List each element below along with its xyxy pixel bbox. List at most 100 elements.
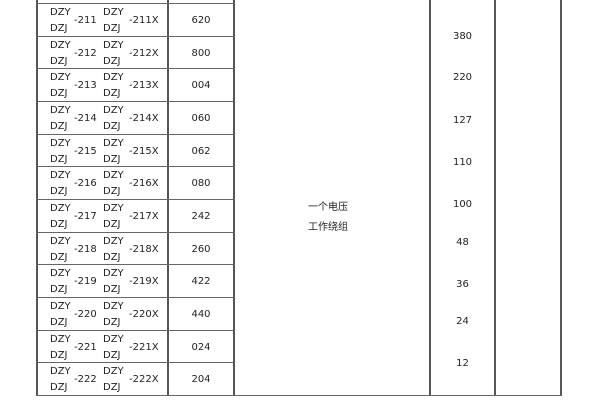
cell-code: 024 — [191, 342, 211, 353]
cell-b-num: -213X — [129, 80, 159, 91]
cell-code: 004 — [191, 80, 211, 91]
cell-b-bot: DZJ — [103, 23, 121, 34]
cell-b-bot: DZJ — [103, 317, 121, 328]
cell-b-top: DZY — [103, 40, 124, 51]
cell-b-top: DZY — [103, 236, 124, 247]
table-row: DZY DZJ -219 DZY DZJ -219X 422 — [37, 264, 234, 297]
column-divider — [233, 0, 235, 396]
row-divider — [37, 297, 234, 298]
row-divider — [37, 68, 234, 69]
cell-a-top: DZY — [50, 40, 71, 51]
voltage-value: 24 — [456, 316, 469, 327]
table-row: DZY DZJ -216 DZY DZJ -216X 080 — [37, 166, 234, 199]
voltage-value: 12 — [456, 358, 469, 369]
column-divider — [167, 0, 169, 396]
cell-a-bot: DZJ — [50, 219, 68, 230]
table-row: DZY DZJ -215 DZY DZJ -215X 062 — [37, 134, 234, 167]
cell-code: 062 — [191, 146, 211, 157]
voltage-value: 110 — [452, 157, 473, 168]
cell-b-num: -215X — [129, 146, 159, 157]
cell-b-top: DZY — [103, 203, 124, 214]
cell-b-bot: DZJ — [103, 121, 121, 132]
cell-b-num: -217X — [129, 211, 159, 222]
cell-a-top: DZY — [50, 105, 71, 116]
row-divider — [37, 3, 234, 4]
cell-a-top: DZY — [50, 236, 71, 247]
table-row: DZY DZJ -217 DZY DZJ -217X 242 — [37, 199, 234, 232]
cell-b-top: DZY — [103, 72, 124, 83]
cell-b-num: -212X — [129, 48, 159, 59]
cell-b-num: -220X — [129, 309, 159, 320]
cell-code: 204 — [191, 374, 211, 385]
cell-a-num: -215 — [74, 146, 97, 157]
cell-code: 800 — [191, 48, 211, 59]
table-row: DZY DZJ -221 DZY DZJ -221X 024 — [37, 330, 234, 363]
row-divider — [37, 134, 234, 135]
cell-a-num: -216 — [74, 178, 97, 189]
voltage-value: 36 — [456, 279, 469, 290]
cell-a-num: -221 — [74, 342, 97, 353]
cell-b-num: -216X — [129, 178, 159, 189]
cell-code: 080 — [191, 178, 211, 189]
cell-a-bot: DZJ — [50, 252, 68, 263]
cell-a-top: DZY — [50, 7, 71, 18]
cell-a-bot: DZJ — [50, 154, 68, 165]
cell-b-num: -218X — [129, 244, 159, 255]
row-divider — [37, 166, 234, 167]
cell-b-bot: DZJ — [103, 56, 121, 67]
cell-b-top: DZY — [103, 268, 124, 279]
cell-a-bot: DZJ — [50, 23, 68, 34]
cell-a-top: DZY — [50, 72, 71, 83]
cell-b-top: DZY — [103, 138, 124, 149]
winding-label-line1: 一个电压 — [308, 202, 348, 213]
cell-b-bot: DZJ — [103, 252, 121, 263]
cell-a-top: DZY — [50, 170, 71, 181]
table-row: DZY DZJ -220 DZY DZJ -220X 440 — [37, 297, 234, 330]
table-border-bottom — [36, 395, 562, 396]
cell-a-num: -218 — [74, 244, 97, 255]
cell-b-bot: DZJ — [103, 88, 121, 99]
cell-a-num: -214 — [74, 113, 97, 124]
cell-b-num: -211X — [129, 15, 159, 26]
cell-a-top: DZY — [50, 301, 71, 312]
voltage-value: 380 — [452, 31, 473, 42]
cell-a-bot: DZJ — [50, 382, 68, 393]
cell-a-num: -222 — [74, 374, 97, 385]
cell-b-bot: DZJ — [103, 186, 121, 197]
column-divider — [494, 0, 496, 396]
cell-b-top: DZY — [103, 105, 124, 116]
row-divider — [37, 101, 234, 102]
cell-a-top: DZY — [50, 268, 71, 279]
cell-code: 620 — [191, 15, 211, 26]
voltage-value: 48 — [456, 237, 469, 248]
cell-b-top: DZY — [103, 301, 124, 312]
column-divider — [429, 0, 431, 396]
cell-a-top: DZY — [50, 138, 71, 149]
table-border-left — [36, 0, 38, 396]
cell-b-bot: DZJ — [103, 154, 121, 165]
table-row: DZY DZJ -218 DZY DZJ -218X 260 — [37, 232, 234, 265]
voltage-value: 100 — [452, 199, 473, 210]
cell-code: 260 — [191, 244, 211, 255]
winding-label-line2: 工作绕组 — [308, 222, 348, 233]
cell-b-top: DZY — [103, 170, 124, 181]
cell-b-top: DZY — [103, 7, 124, 18]
cell-code: 060 — [191, 113, 211, 124]
cell-b-top: DZY — [103, 334, 124, 345]
cell-a-bot: DZJ — [50, 56, 68, 67]
cell-b-bot: DZJ — [103, 382, 121, 393]
cell-a-bot: DZJ — [50, 317, 68, 328]
cell-a-bot: DZJ — [50, 350, 68, 361]
cell-b-top: DZY — [103, 366, 124, 377]
row-divider — [37, 362, 234, 363]
table-row: DZY DZJ -212 DZY DZJ -212X 800 — [37, 36, 234, 69]
table-border-right — [560, 0, 562, 396]
row-divider — [37, 264, 234, 265]
cell-b-num: -222X — [129, 374, 159, 385]
cell-a-top: DZY — [50, 334, 71, 345]
cell-a-bot: DZJ — [50, 186, 68, 197]
voltage-value: 127 — [452, 115, 473, 126]
cell-a-num: -219 — [74, 276, 97, 287]
cell-a-num: -211 — [74, 15, 97, 26]
cell-a-top: DZY — [50, 203, 71, 214]
